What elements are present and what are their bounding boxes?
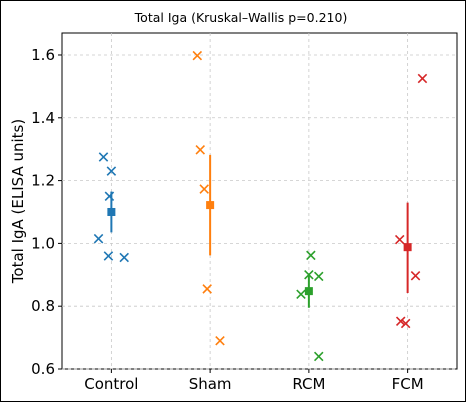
data-point — [313, 271, 324, 282]
data-point — [103, 251, 114, 261]
data-point — [417, 73, 428, 84]
data-point — [93, 233, 104, 244]
x-tick-label: Control — [84, 375, 138, 393]
y-axis-label: Total IgA (ELISA units) — [9, 119, 27, 284]
x-axis: Control Sham RCM FCM — [84, 369, 424, 393]
y-tick-label: 1.2 — [31, 172, 55, 190]
data-point-stroke — [215, 335, 225, 346]
data-point — [106, 166, 117, 176]
plot-area — [61, 32, 458, 370]
data-point — [104, 191, 115, 202]
data-point — [215, 335, 225, 346]
data-point-stroke — [98, 152, 109, 162]
data-point — [400, 318, 411, 329]
data-point-stroke — [400, 318, 411, 329]
data-point — [98, 152, 109, 162]
data-marks — [93, 50, 428, 362]
y-tick-label: 1.0 — [31, 234, 55, 252]
data-point-stroke — [202, 284, 212, 294]
data-point — [192, 50, 203, 61]
series-group — [296, 250, 324, 362]
data-point-stroke — [313, 271, 324, 282]
x-tick-label: RCM — [292, 375, 325, 393]
data-point-stroke — [119, 252, 129, 263]
data-point — [306, 250, 316, 261]
y-axis: 0.6 0.8 1.0 1.2 1.4 1.6 — [31, 46, 62, 378]
data-point — [119, 252, 129, 263]
data-point-stroke — [195, 145, 206, 155]
data-point-stroke — [106, 166, 117, 176]
y-tick-label: 0.8 — [31, 297, 55, 315]
data-point — [313, 351, 324, 362]
data-point-stroke — [93, 233, 104, 244]
data-point-stroke — [199, 184, 209, 194]
data-point-stroke — [104, 191, 115, 202]
x-tick-label: FCM — [392, 375, 424, 393]
y-tick-label: 0.6 — [31, 360, 55, 378]
data-point — [296, 289, 306, 300]
mean-marker — [403, 243, 412, 252]
data-point-stroke — [304, 270, 314, 280]
data-point-stroke — [410, 270, 421, 281]
data-point-stroke — [394, 234, 405, 245]
y-tick-label: 1.6 — [31, 46, 55, 64]
data-point-stroke — [313, 351, 324, 362]
data-point-stroke — [306, 250, 316, 261]
x-tick-label: Sham — [189, 375, 232, 393]
data-point-stroke — [192, 50, 203, 61]
data-point-stroke — [395, 316, 406, 327]
y-tick-label: 1.4 — [31, 109, 55, 127]
data-point — [202, 284, 212, 294]
data-point-stroke — [103, 251, 114, 261]
data-point — [199, 184, 209, 194]
chart-title: Total Iga (Kruskal–Wallis p=0.210) — [134, 10, 348, 25]
series-group — [394, 73, 428, 329]
series-group — [93, 152, 129, 263]
data-point — [304, 270, 314, 280]
series-group — [192, 50, 225, 346]
data-point-stroke — [417, 73, 428, 84]
mean-marker — [206, 201, 215, 210]
mean-marker — [107, 207, 116, 216]
data-point — [394, 234, 405, 245]
data-point — [395, 316, 406, 327]
data-point — [195, 145, 206, 155]
data-point-stroke — [296, 289, 306, 300]
mean-marker — [304, 287, 313, 296]
data-point — [410, 270, 421, 281]
